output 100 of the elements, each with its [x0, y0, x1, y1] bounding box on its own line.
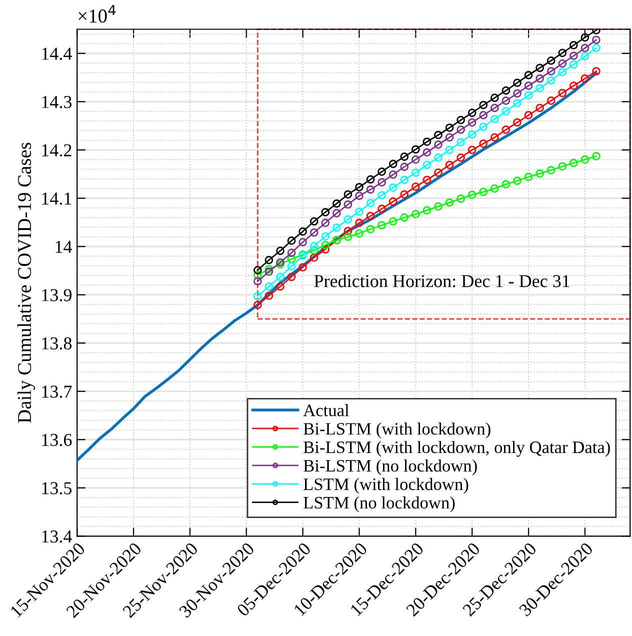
point — [287, 272, 296, 282]
y-tick-label: 13.4 — [42, 530, 72, 543]
point — [490, 94, 499, 102]
point — [388, 183, 398, 192]
point — [378, 204, 386, 214]
point — [456, 154, 465, 162]
point — [592, 152, 600, 160]
point — [456, 194, 465, 203]
point — [524, 91, 533, 100]
point — [366, 212, 375, 220]
point — [298, 263, 307, 272]
point — [264, 282, 274, 291]
point — [321, 232, 330, 241]
point — [524, 70, 533, 80]
point — [298, 227, 307, 236]
point — [536, 64, 544, 72]
point — [378, 178, 386, 186]
point — [388, 197, 398, 206]
point — [400, 162, 409, 172]
point — [344, 200, 352, 209]
point — [490, 133, 499, 142]
point — [468, 118, 476, 127]
point — [434, 154, 442, 162]
point — [298, 238, 307, 246]
point — [388, 170, 398, 179]
point — [434, 140, 442, 149]
point — [355, 192, 364, 200]
y-tick-label: 14.4 — [42, 48, 72, 60]
point — [524, 111, 533, 120]
point — [445, 160, 454, 170]
y-tick-label: 13.7 — [42, 386, 72, 398]
point — [502, 86, 510, 95]
point — [254, 277, 262, 286]
point — [264, 267, 274, 276]
y-tick-label: 13.6 — [42, 434, 72, 446]
legend-label: Bi-LSTM (with lockdown, only Qatar Data) — [304, 440, 610, 457]
point — [546, 67, 556, 76]
point — [468, 146, 476, 154]
point — [536, 104, 544, 112]
point — [310, 242, 318, 250]
point — [434, 202, 442, 211]
point — [456, 126, 465, 134]
point — [344, 232, 352, 242]
point — [479, 188, 488, 196]
point — [344, 226, 352, 236]
point — [355, 208, 364, 216]
point — [490, 114, 499, 124]
y-tick-label: 14.2 — [42, 144, 72, 156]
point — [400, 152, 409, 161]
y-tick-label: 13.5 — [42, 482, 72, 494]
point — [332, 209, 341, 218]
point — [355, 182, 364, 192]
point — [558, 59, 567, 68]
point — [321, 245, 330, 254]
point — [513, 176, 522, 186]
point — [366, 224, 375, 234]
point — [558, 48, 567, 58]
point — [513, 78, 522, 88]
point — [468, 190, 476, 200]
point — [388, 160, 398, 168]
text: ×10$^{4}$ — [78, 5, 116, 23]
point — [422, 160, 432, 170]
point — [502, 180, 510, 188]
point — [412, 155, 420, 164]
point — [412, 182, 420, 191]
point — [524, 82, 533, 90]
point — [264, 265, 274, 274]
point — [355, 229, 364, 238]
point — [332, 224, 341, 232]
annotation: Prediction Horizon: Dec 1 - Dec 31 — [314, 274, 570, 288]
point — [344, 215, 352, 224]
point — [310, 217, 318, 226]
point — [344, 190, 352, 199]
point — [287, 236, 296, 245]
point — [254, 266, 262, 274]
point — [412, 168, 420, 177]
point — [422, 206, 432, 214]
point — [378, 221, 386, 230]
point — [422, 148, 432, 157]
point — [254, 300, 262, 310]
y-axis-title: Daily Cumulative COVID-19 Cases — [17, 142, 36, 423]
point — [321, 208, 330, 216]
point — [422, 138, 432, 146]
point — [264, 256, 274, 264]
point — [479, 122, 488, 131]
point — [479, 140, 488, 148]
point — [400, 190, 409, 199]
point — [468, 108, 476, 117]
point — [502, 126, 510, 134]
point — [536, 169, 544, 178]
point — [445, 124, 454, 132]
point — [287, 248, 296, 257]
legend-label: LSTM (with lockdown) — [304, 478, 468, 494]
point — [456, 138, 465, 146]
point — [321, 240, 330, 250]
point — [570, 41, 578, 50]
point — [366, 198, 375, 208]
point — [524, 172, 533, 182]
point — [570, 52, 578, 60]
legend-label: Bi-LSTM (no lockdown) — [304, 459, 477, 476]
